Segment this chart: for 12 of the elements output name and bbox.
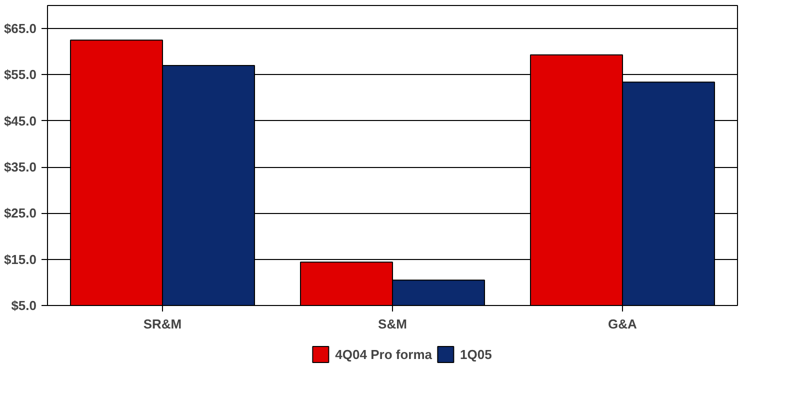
legend-label: 1Q05 (460, 346, 492, 362)
y-tick-label: $35.0 (4, 160, 37, 175)
x-tick-label: S&M (378, 316, 407, 332)
y-tick-label: $65.0 (4, 21, 37, 36)
y-tick-label: $55.0 (4, 67, 37, 82)
x-tick-label: G&A (608, 316, 638, 332)
y-tick-label: $45.0 (4, 113, 37, 128)
y-tick-label: $25.0 (4, 206, 37, 221)
y-tick-label: $15.0 (4, 252, 37, 267)
y-tick-label: $5.0 (11, 298, 37, 313)
x-tick-label: SR&M (143, 316, 182, 332)
legend-label: 4Q04 Pro forma (335, 346, 432, 362)
